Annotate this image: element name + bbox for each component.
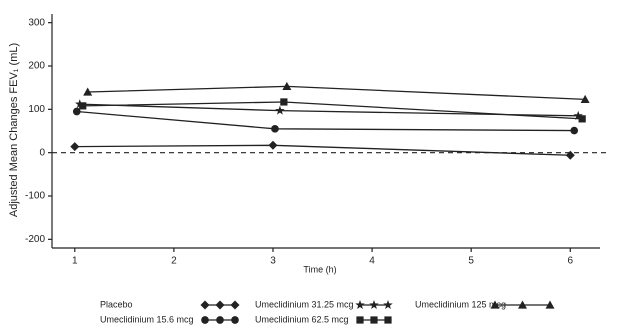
marker <box>578 115 586 123</box>
legend-marker <box>383 300 393 310</box>
marker <box>282 81 292 90</box>
marker <box>580 94 590 103</box>
marker <box>70 142 80 152</box>
x-axis-label: Time (h) <box>303 264 336 274</box>
legend-marker <box>355 300 365 310</box>
marker <box>280 98 288 106</box>
legend-marker <box>230 300 240 310</box>
legend-marker <box>215 300 225 310</box>
series-line <box>82 101 583 120</box>
legend-marker <box>200 300 210 310</box>
y-axis-label: Adjusted Mean Changes FEV₁ (mL) <box>8 43 20 217</box>
legend-marker <box>370 316 378 324</box>
legend-label: Umeclidinium 15.6 mcg <box>100 314 194 324</box>
x-tick-label: 5 <box>468 256 474 267</box>
legend-marker <box>231 316 239 324</box>
legend-marker <box>356 316 364 324</box>
legend-marker <box>201 316 209 324</box>
legend-marker <box>518 300 527 309</box>
marker <box>565 150 575 160</box>
marker <box>570 126 579 135</box>
legend-marker <box>490 300 500 309</box>
legend-marker <box>369 300 379 310</box>
legend-label: Umeclidinium 31.25 mcg <box>255 299 354 309</box>
series-line <box>87 85 586 101</box>
marker <box>268 140 278 150</box>
legend-marker <box>545 300 555 309</box>
marker <box>72 107 81 116</box>
x-tick-label: 2 <box>171 256 177 267</box>
y-tick-label: -100 <box>25 191 45 202</box>
marker <box>79 102 87 110</box>
y-tick-label: 200 <box>28 61 45 72</box>
legend-label: Umeclidinium 62.5 mcg <box>255 314 349 324</box>
y-tick-label: 300 <box>28 17 45 28</box>
marker <box>83 87 93 96</box>
legend-marker <box>216 316 224 324</box>
x-tick-label: 4 <box>369 256 375 267</box>
y-tick-label: -200 <box>25 234 45 245</box>
x-tick-label: 6 <box>567 256 573 267</box>
marker <box>271 125 279 133</box>
legend-label: Umeclidinium 125 mcg <box>415 299 506 309</box>
legend-marker <box>384 316 392 324</box>
y-tick-label: 0 <box>39 147 45 158</box>
marker <box>275 105 285 115</box>
series-line <box>74 144 571 156</box>
marker <box>573 110 583 120</box>
x-tick-label: 3 <box>270 256 276 267</box>
legend-label: Placebo <box>100 299 133 309</box>
x-tick-label: 1 <box>72 256 78 267</box>
y-tick-label: 100 <box>28 104 45 115</box>
